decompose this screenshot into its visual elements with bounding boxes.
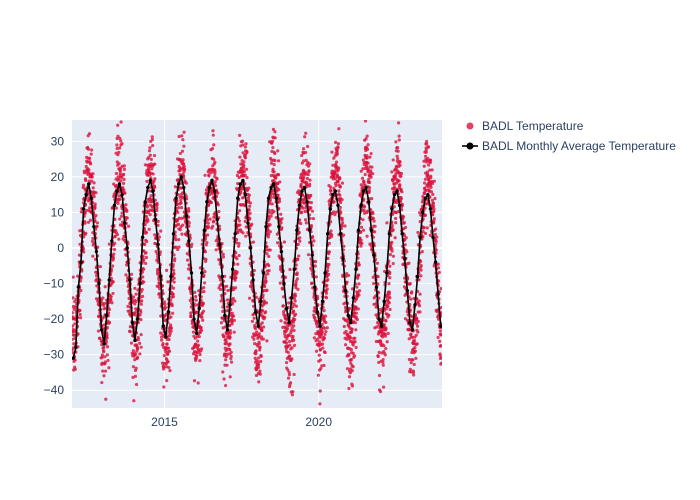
x-tick-label: 2015 <box>151 415 178 429</box>
y-tick-label: −40 <box>44 383 65 397</box>
y-tick-label: −10 <box>44 277 65 291</box>
y-tick-label: 0 <box>57 241 64 255</box>
legend-item-label: BADL Temperature <box>482 119 584 133</box>
x-tick-label: 2020 <box>305 415 332 429</box>
y-tick-label: −30 <box>44 348 65 362</box>
y-tick-label: 20 <box>51 170 65 184</box>
y-tick-label: 10 <box>51 205 65 219</box>
temperature-chart: 2015 2020 −40 −30 −20 −10 0 10 20 30 BADL Temperat… <box>0 0 700 500</box>
y-tick-label: −20 <box>44 312 65 326</box>
y-tick-label: 30 <box>51 134 65 148</box>
chart-container: 2015 2020 −40 −30 −20 −10 0 10 20 30 BADL Temperat… <box>0 0 700 500</box>
legend: BADL Temperature BADL Monthly Average Tem… <box>462 119 676 153</box>
legend-item-label: BADL Monthly Average Temperature <box>482 139 676 153</box>
